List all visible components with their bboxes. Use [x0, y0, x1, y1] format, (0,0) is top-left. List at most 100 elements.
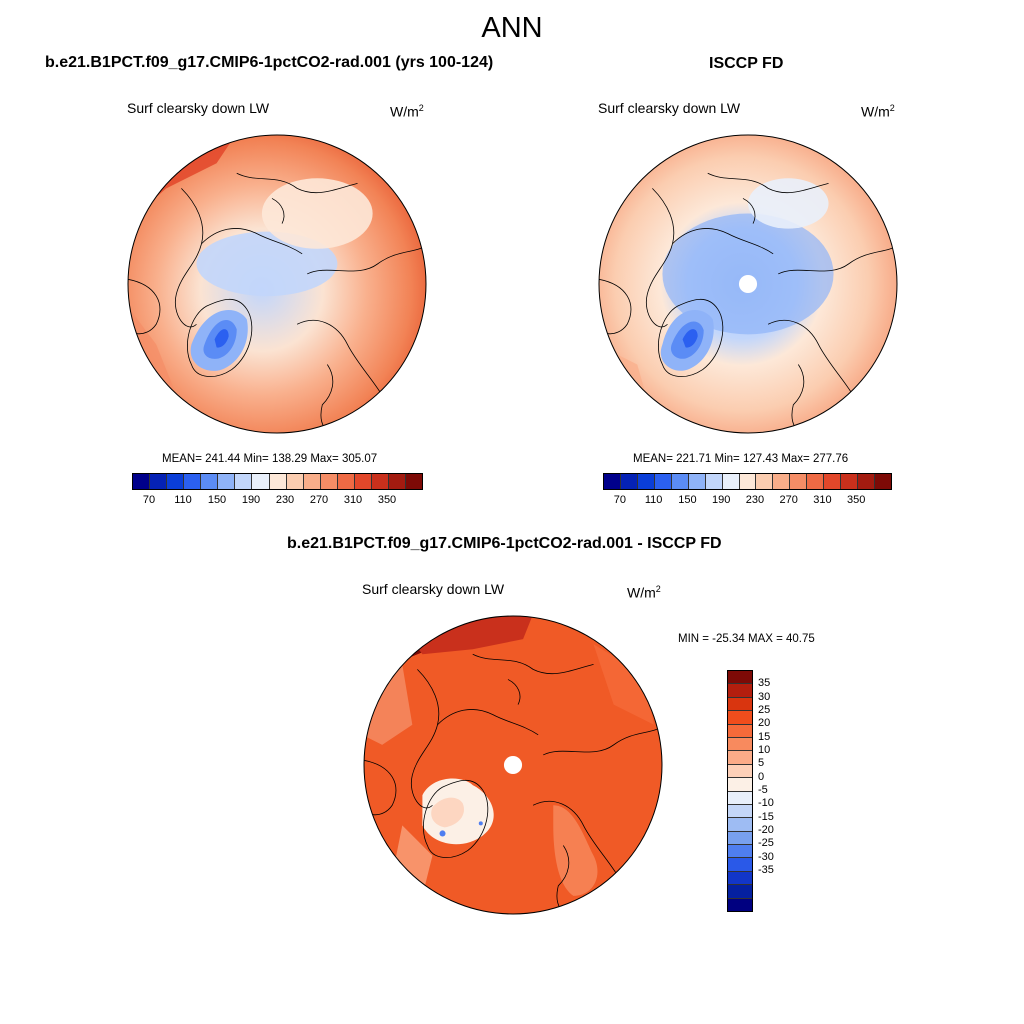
panel-1-colorbar-swatch [371, 474, 389, 489]
panel-3-colorbar-tick-label: 30 [758, 690, 771, 703]
panel-3-colorbar-tick-label: 35 [758, 677, 771, 690]
panel-3-polar-map [363, 615, 663, 915]
panel-2-colorbar-tick-label: 110 [644, 494, 663, 506]
panel-3-colorbar-tick-label: -15 [758, 810, 774, 823]
panel-1-colorbar-swatch [184, 474, 202, 489]
panel-3-colorbar-tick-label: -20 [758, 824, 774, 836]
panel-1-colorbar-swatch [303, 474, 321, 489]
panel-2-colorbar-swatch [654, 474, 672, 489]
panel-1-colorbar-tick-label: 190 [241, 494, 261, 506]
panel-2-colorbar-tick-label: 310 [813, 494, 832, 506]
panel-2-colorbar-swatch [705, 474, 723, 489]
panel-1-colorbar-swatch [201, 474, 219, 489]
panel-1-colorbar-swatch [167, 474, 185, 489]
panel-2-colorbar-tick-label: 70 [613, 494, 626, 506]
panel-2-colorbar-labels: 70 110 150 190 230 270 310 350 [603, 494, 890, 508]
panel-3-colorbar-swatch [728, 751, 752, 765]
panel-3-colorbar-swatch [728, 764, 752, 779]
panel-1-colorbar-swatch [218, 474, 236, 489]
panel-2-colorbar-swatch [722, 474, 740, 489]
panel-3-colorbar-labels: 35 30 25 20 15 10 5 0 -5 -10 -15 -20 -25 -30 -35 [758, 670, 798, 910]
panel-2-units: W/m2 [861, 103, 895, 120]
panel-2-variable-label: Surf clearsky down LW [598, 100, 741, 116]
panel-1-colorbar-swatch [354, 474, 372, 489]
panel-3-variable-label: Surf clearsky down LW [362, 581, 505, 597]
panel-1-colorbar-tick-label: 270 [309, 494, 329, 506]
panel-1-colorbar [132, 473, 423, 490]
panel-3-colorbar-tick-label: 15 [758, 730, 771, 743]
panel-1-colorbar-swatch [337, 474, 355, 489]
panel-1-polar-map [127, 134, 427, 434]
panel-2-colorbar-tick-label: 230 [745, 494, 765, 506]
panel-3-colorbar-swatch [728, 671, 752, 685]
panel-2-colorbar-swatch [637, 474, 655, 489]
panel-2-polar-map [598, 134, 898, 434]
panel-1-colorbar-swatch [406, 474, 423, 489]
panel-3-colorbar-swatch [728, 737, 752, 752]
panel-1-colorbar-swatch [133, 474, 151, 489]
panel-3-colorbar-swatch [728, 724, 752, 738]
panel-1-colorbar-tick-label: 230 [275, 494, 295, 506]
panel-3-colorbar-tick-label: -10 [758, 797, 774, 810]
panel-2-colorbar-swatch [739, 474, 757, 489]
panel-2-colorbar-swatch [858, 474, 875, 489]
panel-1-colorbar-tick-label: 110 [174, 494, 192, 506]
panel-3-colorbar-swatch [728, 885, 752, 899]
panel-1-variable-label: Surf clearsky down LW [127, 100, 270, 116]
panel-3-colorbar-swatch [728, 858, 752, 872]
panel-2-colorbar-swatch [875, 474, 891, 489]
panel-2-colorbar-tick-label: 190 [711, 494, 731, 506]
panel-2-colorbar-tick-label: 150 [678, 494, 697, 506]
panel-2-colorbar [603, 473, 892, 490]
panel-3-colorbar-swatch [728, 778, 752, 792]
panel-2-colorbar-swatch [671, 474, 689, 489]
panel-1-colorbar-swatch [252, 474, 270, 489]
panel-3-colorbar-swatch [728, 845, 752, 859]
panel-1-colorbar-swatch [150, 474, 168, 489]
panel-2-colorbar-tick-label: 270 [779, 494, 798, 506]
panel-2-colorbar-swatch [620, 474, 638, 489]
panel-3-colorbar-tick-label: -5 [758, 784, 768, 796]
panel-1-colorbar-tick-label: 70 [142, 494, 156, 506]
panel-1-title: b.e21.B1PCT.f09_g17.CMIP6-1pctCO2-rad.00… [45, 54, 494, 71]
panel-3-colorbar-swatch [728, 791, 752, 805]
panel-2-colorbar-swatch [756, 474, 774, 489]
panel-3-title: b.e21.B1PCT.f09_g17.CMIP6-1pctCO2-rad.00… [287, 535, 722, 552]
panel-3-colorbar-tick-label: 25 [758, 704, 771, 716]
panel-3-colorbar-swatch [728, 831, 752, 846]
panel-1-colorbar-tick-label: 150 [207, 494, 227, 506]
panel-3-colorbar-tick-label: 10 [758, 744, 771, 756]
panel-2-colorbar-swatch [807, 474, 825, 489]
panel-1-colorbar-tick-label: 350 [377, 494, 397, 506]
panel-2-colorbar-swatch [604, 474, 621, 489]
panel-3-colorbar-swatch [728, 684, 752, 698]
panel-2-colorbar-swatch [824, 474, 842, 489]
panel-2-colorbar-swatch [688, 474, 706, 489]
panel-3-colorbar-swatch [728, 818, 752, 832]
panel-3-stats: MIN = -25.34 MAX = 40.75 [678, 633, 815, 645]
panel-1-colorbar-tick-label: 310 [343, 494, 363, 506]
panel-1-colorbar-swatch [286, 474, 304, 489]
panel-3-colorbar-swatch [728, 804, 752, 819]
panel-3-colorbar-tick-label: 5 [758, 757, 765, 770]
panel-2-colorbar-swatch [841, 474, 859, 489]
panel-3-colorbar-tick-label: 20 [758, 717, 771, 730]
panel-3-colorbar-swatch [728, 711, 752, 725]
panel-3-colorbar-tick-label: -30 [758, 850, 774, 863]
panel-3-colorbar-tick-label: 0 [758, 770, 765, 783]
panel-1-colorbar-swatch [269, 474, 287, 489]
panel-1-colorbar-swatch [235, 474, 253, 489]
figure-title: ANN [481, 12, 543, 44]
panel-3-colorbar-tick-label: -25 [758, 837, 774, 850]
panel-1-colorbar-swatch [388, 474, 406, 489]
panel-3-colorbar-swatch [728, 697, 752, 712]
panel-3-colorbar-tick-label: -35 [758, 864, 774, 876]
panel-2-title: ISCCP FD [709, 55, 784, 72]
panel-3-units: W/m2 [627, 584, 661, 601]
panel-2-colorbar-swatch [790, 474, 808, 489]
panel-3-colorbar-swatch [728, 871, 752, 886]
panel-1-colorbar-swatch [320, 474, 338, 489]
panel-1-units: W/m2 [390, 103, 424, 120]
panel-3-colorbar-swatch [728, 898, 752, 912]
panel-1-stats: MEAN= 241.44 Min= 138.29 Max= 305.07 [162, 453, 378, 465]
